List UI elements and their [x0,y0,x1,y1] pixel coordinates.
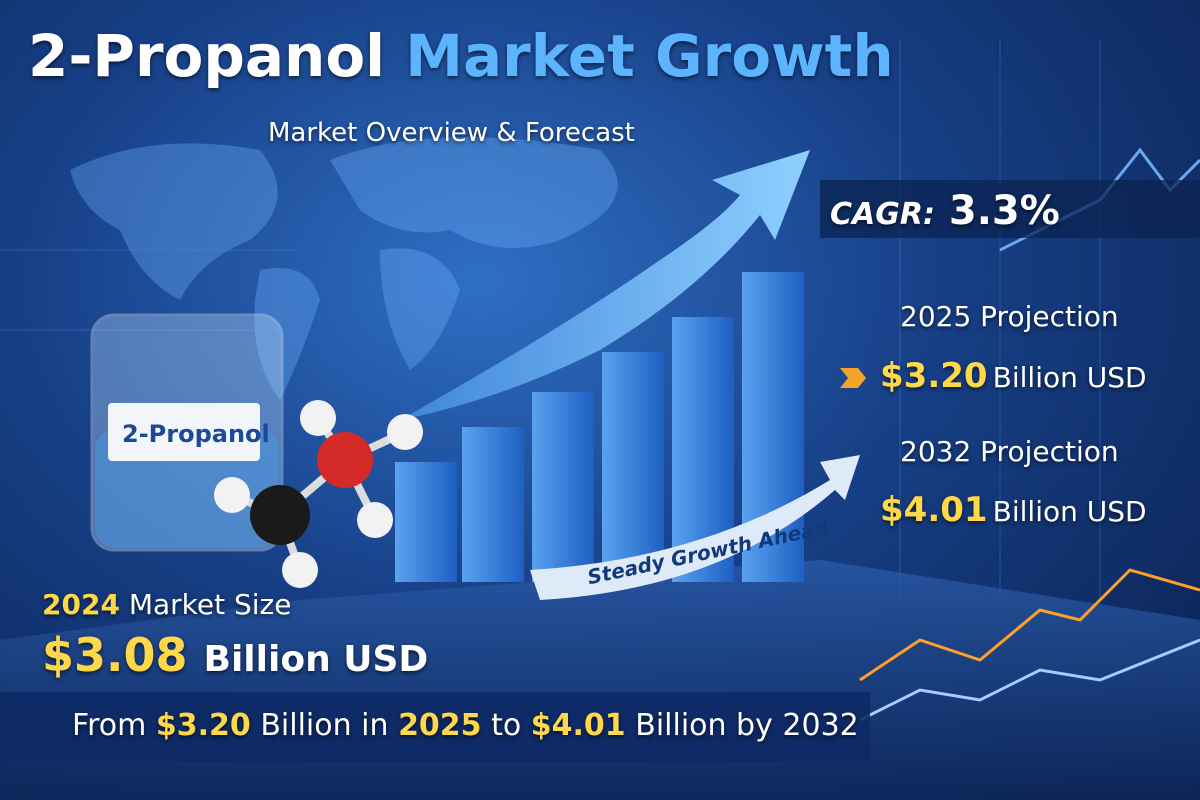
cagr-label: CAGR: [830,197,935,232]
footer-text: From $3.20 Billion in 2025 to $4.01 Bill… [72,708,859,743]
world-map [70,137,618,400]
subtitle: Market Overview & Forecast [268,118,635,148]
amount: $3.20 [155,708,251,743]
projection-label: 2032 Projection [900,435,1119,468]
background-grid [0,40,1101,600]
text: From [72,708,147,743]
market-size-value: $3.08 Billion USD [42,628,428,682]
unit: Billion USD [992,361,1147,394]
molecule [214,400,423,588]
amount: $3.20 [880,356,988,396]
amount: $4.01 [880,490,988,530]
market-size-label: 2024 Market Size [42,588,291,621]
unit: Billion USD [992,495,1147,528]
text: Billion by 2032 [635,708,859,743]
projection-value: $4.01 Billion USD [880,490,1147,530]
label: Market Size [128,588,292,621]
projection-label: 2025 Projection [900,300,1119,333]
cagr-panel [820,180,1200,238]
pointer-2025 [840,368,866,388]
cagr: CAGR: 3.3% [830,188,1060,234]
footer-band [0,692,870,762]
title: 2-Propanol Market Growth [28,22,894,90]
year: 2025 [398,708,482,743]
projection-value: $3.20 Billion USD [880,356,1147,396]
year: 2024 [42,588,120,621]
steady-arrow [530,455,860,600]
text: to [491,708,522,743]
growth-arrow [400,150,810,420]
title-part: 2-Propanol [28,22,386,90]
amount: $3.08 [42,628,188,682]
text: Billion in [260,708,389,743]
cagr-value: 3.3% [948,188,1060,234]
beaker-label: 2-Propanol [122,420,270,448]
title-highlight: Market Growth [405,22,894,90]
unit: Billion USD [203,639,429,680]
amount: $4.01 [530,708,626,743]
